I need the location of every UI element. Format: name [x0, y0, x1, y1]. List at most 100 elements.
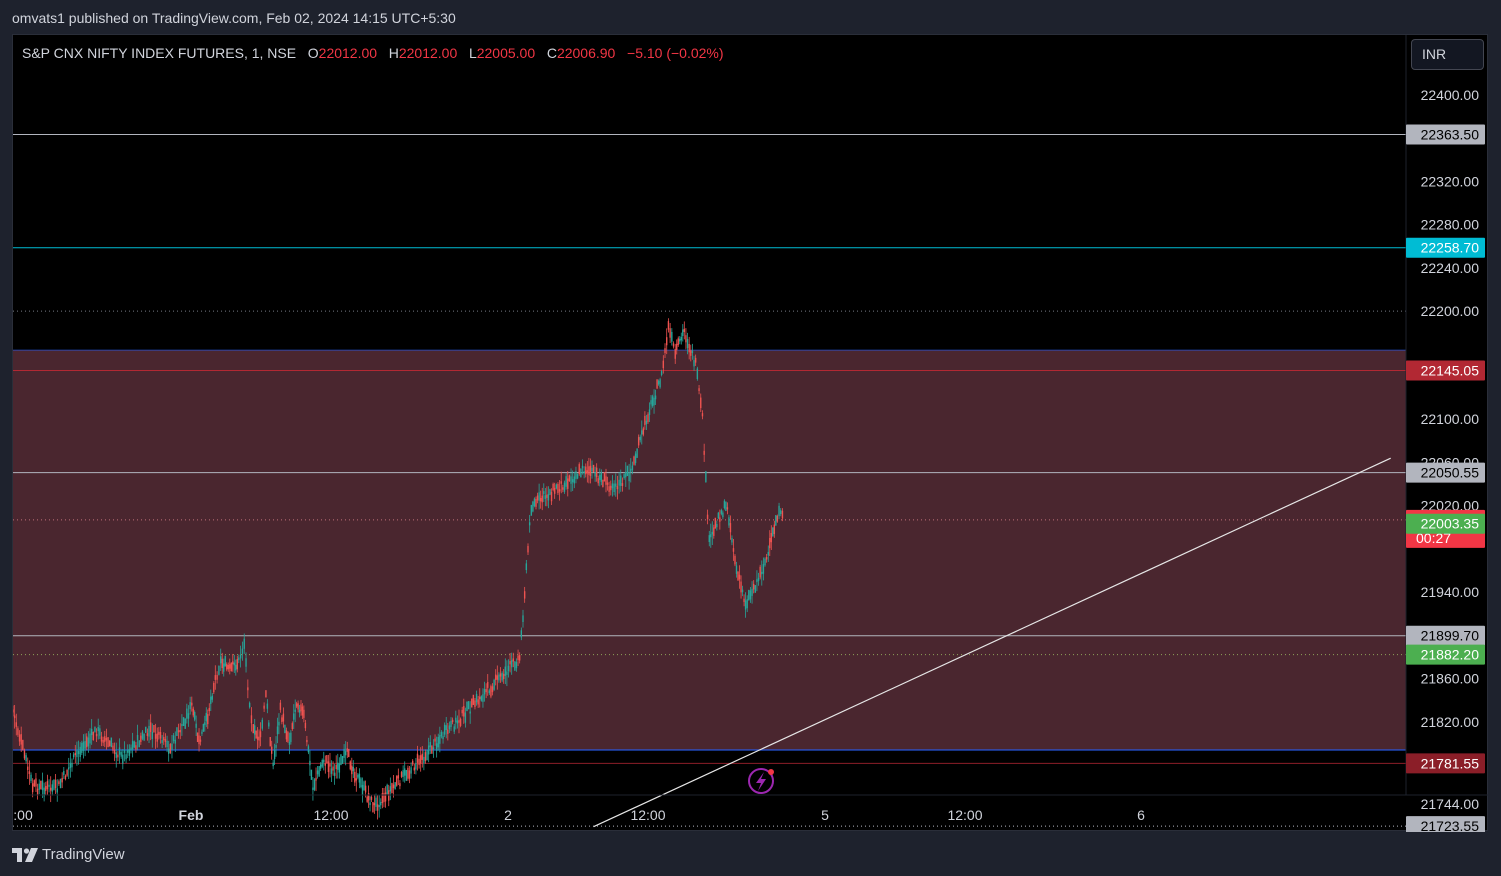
candle-body	[677, 338, 679, 345]
candle-body	[659, 379, 661, 388]
candle-body	[22, 739, 24, 751]
candle-body	[97, 727, 99, 732]
tradingview-brand[interactable]: TradingView	[12, 846, 125, 863]
chart-panel[interactable]: 22400.00 22320.00 22280.00 22240.00 22200.00…	[12, 34, 1489, 832]
candle-body	[199, 739, 202, 742]
candle-body	[372, 801, 374, 813]
candle-body	[656, 379, 658, 389]
candle-body	[592, 464, 595, 473]
y-tick-label: 22320.00	[1421, 173, 1480, 189]
symbol-name[interactable]: S&P CNX NIFTY INDEX FUTURES, 1, NSE	[22, 45, 297, 61]
candle-body	[370, 796, 373, 800]
x-tick-label: 5	[821, 807, 829, 823]
candle-body	[711, 531, 713, 535]
candle-body	[48, 784, 50, 787]
tradingview-logo-icon	[12, 847, 38, 862]
candle-body	[399, 783, 401, 787]
candle-body	[726, 507, 729, 510]
candle-body	[294, 709, 296, 712]
candle-body	[27, 766, 29, 770]
candle-body	[68, 767, 70, 770]
candle-body	[471, 698, 473, 708]
candle-body	[778, 505, 780, 517]
candle-body	[510, 660, 513, 668]
candle-body	[79, 746, 81, 758]
candle-body	[100, 736, 103, 742]
candle-body	[553, 487, 556, 494]
currency-button[interactable]: INR	[1411, 39, 1484, 70]
candle-body	[218, 665, 220, 675]
candle-body	[764, 558, 766, 566]
candle-body	[429, 742, 431, 748]
candle-body	[205, 712, 207, 722]
candle-body	[613, 483, 615, 493]
candle-body	[708, 535, 710, 543]
candle-body	[743, 598, 745, 602]
candle-body	[404, 768, 406, 776]
candle-body	[64, 775, 67, 780]
candle-body	[378, 804, 380, 808]
candle-body	[221, 658, 223, 669]
candle-body	[33, 780, 36, 787]
candle-body	[309, 760, 311, 766]
candle-body	[703, 450, 705, 455]
candle-body	[490, 686, 492, 697]
candle-body	[780, 510, 782, 515]
candle-body	[738, 574, 741, 580]
y-tick-label: 22280.00	[1421, 217, 1480, 233]
candle-body	[208, 707, 210, 712]
candle-body	[20, 734, 22, 745]
candle-body	[423, 756, 425, 764]
candle-body	[517, 655, 519, 661]
candle-body	[405, 770, 408, 781]
candle-body	[247, 687, 249, 691]
candle-body	[580, 468, 582, 478]
candle-body	[539, 497, 542, 502]
candle-body	[700, 397, 702, 409]
candle-body	[59, 778, 62, 789]
candle-body	[424, 752, 427, 762]
candle-body	[265, 690, 267, 698]
candle-body	[392, 784, 395, 789]
candle-body	[562, 487, 564, 490]
candle-body	[295, 703, 298, 707]
candle-body	[383, 793, 385, 803]
chart-canvas[interactable]: 22400.00 22320.00 22280.00 22240.00 22200.00…	[13, 35, 1489, 832]
candle-body	[287, 732, 289, 742]
candle-body	[549, 489, 551, 495]
candle-body	[272, 762, 274, 767]
candle-body	[243, 638, 245, 649]
candle-body	[40, 780, 42, 790]
candle-body	[759, 566, 761, 578]
candle-body	[732, 548, 735, 552]
candle-body	[145, 726, 147, 733]
candle-body	[238, 657, 240, 661]
price-badge	[1406, 513, 1485, 534]
candle-body	[348, 748, 350, 758]
candle-body	[163, 736, 165, 741]
candle-body	[616, 486, 619, 490]
candle-body	[13, 709, 14, 713]
candle-body	[586, 470, 589, 474]
candle-body	[108, 740, 111, 747]
candle-body	[776, 515, 779, 522]
candle-body	[685, 335, 687, 343]
candle-body	[626, 465, 629, 477]
candle-body	[487, 681, 489, 688]
candle-body	[366, 796, 368, 802]
candle-body	[698, 388, 700, 392]
candle-body	[95, 733, 98, 737]
candle-body	[104, 736, 106, 742]
candle-body	[136, 734, 139, 741]
candle-body	[597, 478, 599, 484]
price-badge-label: 22258.70	[1421, 240, 1480, 256]
candle-body	[367, 793, 370, 801]
countdown-label: 00:27	[1416, 530, 1451, 546]
candle-body	[669, 328, 671, 338]
candle-body	[706, 514, 709, 520]
candle-body	[375, 797, 377, 807]
candle-body	[479, 696, 481, 700]
candle-body	[327, 761, 330, 772]
candle-body	[130, 747, 132, 751]
price-badge-label: 21781.55	[1421, 755, 1480, 771]
